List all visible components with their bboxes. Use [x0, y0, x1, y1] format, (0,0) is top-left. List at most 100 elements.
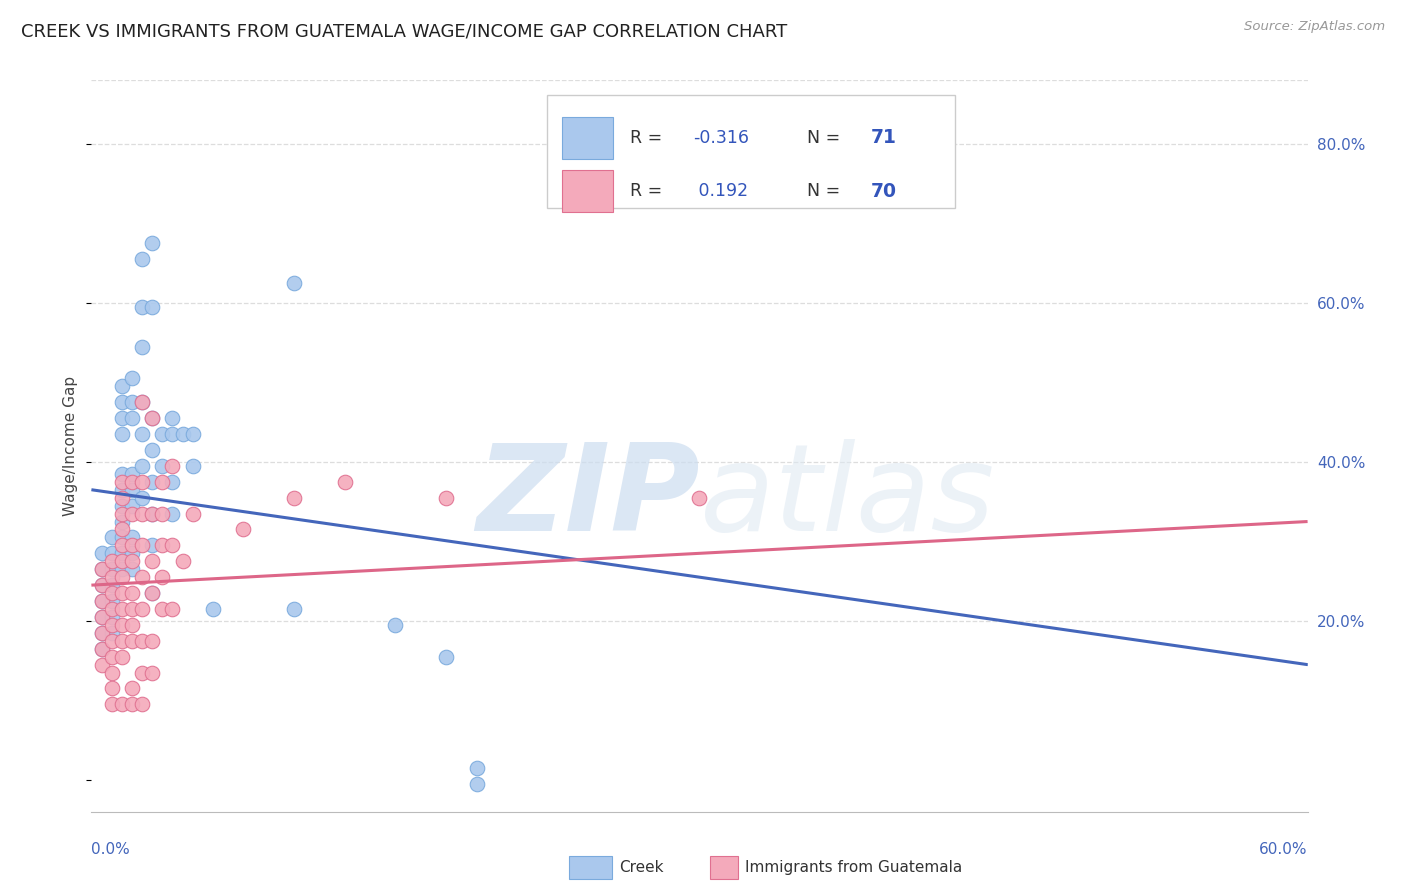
- Point: [90, 546, 112, 560]
- Text: Source: ZipAtlas.com: Source: ZipAtlas.com: [1244, 20, 1385, 33]
- Point: [141, 554, 163, 568]
- Text: 71: 71: [870, 128, 897, 147]
- Text: ZIP: ZIP: [475, 439, 699, 556]
- Point: [90, 562, 112, 576]
- Point: [131, 252, 153, 267]
- Point: [150, 475, 173, 489]
- Point: [121, 586, 143, 600]
- Point: [100, 681, 122, 696]
- Point: [162, 538, 184, 552]
- Point: [150, 427, 173, 442]
- Point: [131, 491, 153, 505]
- Text: 0.0%: 0.0%: [91, 842, 131, 856]
- Point: [111, 379, 134, 393]
- Point: [434, 491, 457, 505]
- Point: [100, 562, 122, 576]
- Point: [100, 698, 122, 712]
- Point: [131, 340, 153, 354]
- Point: [141, 411, 163, 425]
- Point: [111, 649, 134, 664]
- Point: [131, 633, 153, 648]
- Point: [202, 602, 225, 616]
- Point: [121, 411, 143, 425]
- Point: [90, 562, 112, 576]
- Point: [100, 594, 122, 608]
- Point: [111, 475, 134, 489]
- Point: [121, 371, 143, 385]
- Point: [100, 546, 122, 560]
- Point: [162, 475, 184, 489]
- Point: [141, 586, 163, 600]
- Point: [141, 586, 163, 600]
- Point: [100, 618, 122, 632]
- Point: [111, 483, 134, 497]
- Point: [111, 530, 134, 544]
- Point: [162, 411, 184, 425]
- Point: [121, 483, 143, 497]
- Point: [100, 649, 122, 664]
- Text: N =: N =: [807, 129, 845, 147]
- Point: [141, 442, 163, 457]
- Point: [100, 633, 122, 648]
- Text: Immigrants from Guatemala: Immigrants from Guatemala: [745, 860, 963, 874]
- Point: [111, 602, 134, 616]
- Point: [121, 633, 143, 648]
- Point: [111, 523, 134, 537]
- Point: [172, 554, 194, 568]
- Point: [121, 395, 143, 409]
- Point: [131, 698, 153, 712]
- Point: [131, 507, 153, 521]
- Point: [141, 538, 163, 552]
- Point: [181, 458, 204, 473]
- Point: [141, 665, 163, 680]
- Point: [121, 538, 143, 552]
- Point: [150, 538, 173, 552]
- Point: [131, 602, 153, 616]
- Point: [150, 602, 173, 616]
- Point: [131, 475, 153, 489]
- Point: [111, 467, 134, 481]
- Point: [90, 610, 112, 624]
- Point: [141, 300, 163, 314]
- Point: [131, 395, 153, 409]
- Point: [100, 625, 122, 640]
- Point: [90, 625, 112, 640]
- Point: [181, 507, 204, 521]
- Point: [162, 602, 184, 616]
- Text: atlas: atlas: [699, 439, 995, 556]
- Point: [111, 491, 134, 505]
- Point: [121, 530, 143, 544]
- Point: [465, 761, 488, 775]
- Point: [111, 515, 134, 529]
- Point: [100, 602, 122, 616]
- Point: [90, 578, 112, 592]
- Point: [232, 523, 254, 537]
- Point: [283, 602, 305, 616]
- Point: [131, 538, 153, 552]
- Point: [131, 395, 153, 409]
- Point: [90, 641, 112, 656]
- Text: 70: 70: [870, 182, 897, 201]
- Text: CREEK VS IMMIGRANTS FROM GUATEMALA WAGE/INCOME GAP CORRELATION CHART: CREEK VS IMMIGRANTS FROM GUATEMALA WAGE/…: [21, 22, 787, 40]
- Point: [162, 427, 184, 442]
- Text: Creek: Creek: [619, 860, 664, 874]
- Point: [111, 570, 134, 584]
- Point: [121, 475, 143, 489]
- Point: [150, 458, 173, 473]
- Point: [100, 530, 122, 544]
- Point: [111, 633, 134, 648]
- Point: [111, 538, 134, 552]
- Point: [131, 458, 153, 473]
- Point: [141, 633, 163, 648]
- Point: [121, 467, 143, 481]
- Point: [111, 546, 134, 560]
- Point: [434, 649, 457, 664]
- Point: [111, 427, 134, 442]
- Point: [465, 777, 488, 791]
- Point: [121, 602, 143, 616]
- Point: [150, 507, 173, 521]
- Text: R =: R =: [630, 129, 668, 147]
- Point: [100, 665, 122, 680]
- Point: [111, 698, 134, 712]
- Point: [111, 411, 134, 425]
